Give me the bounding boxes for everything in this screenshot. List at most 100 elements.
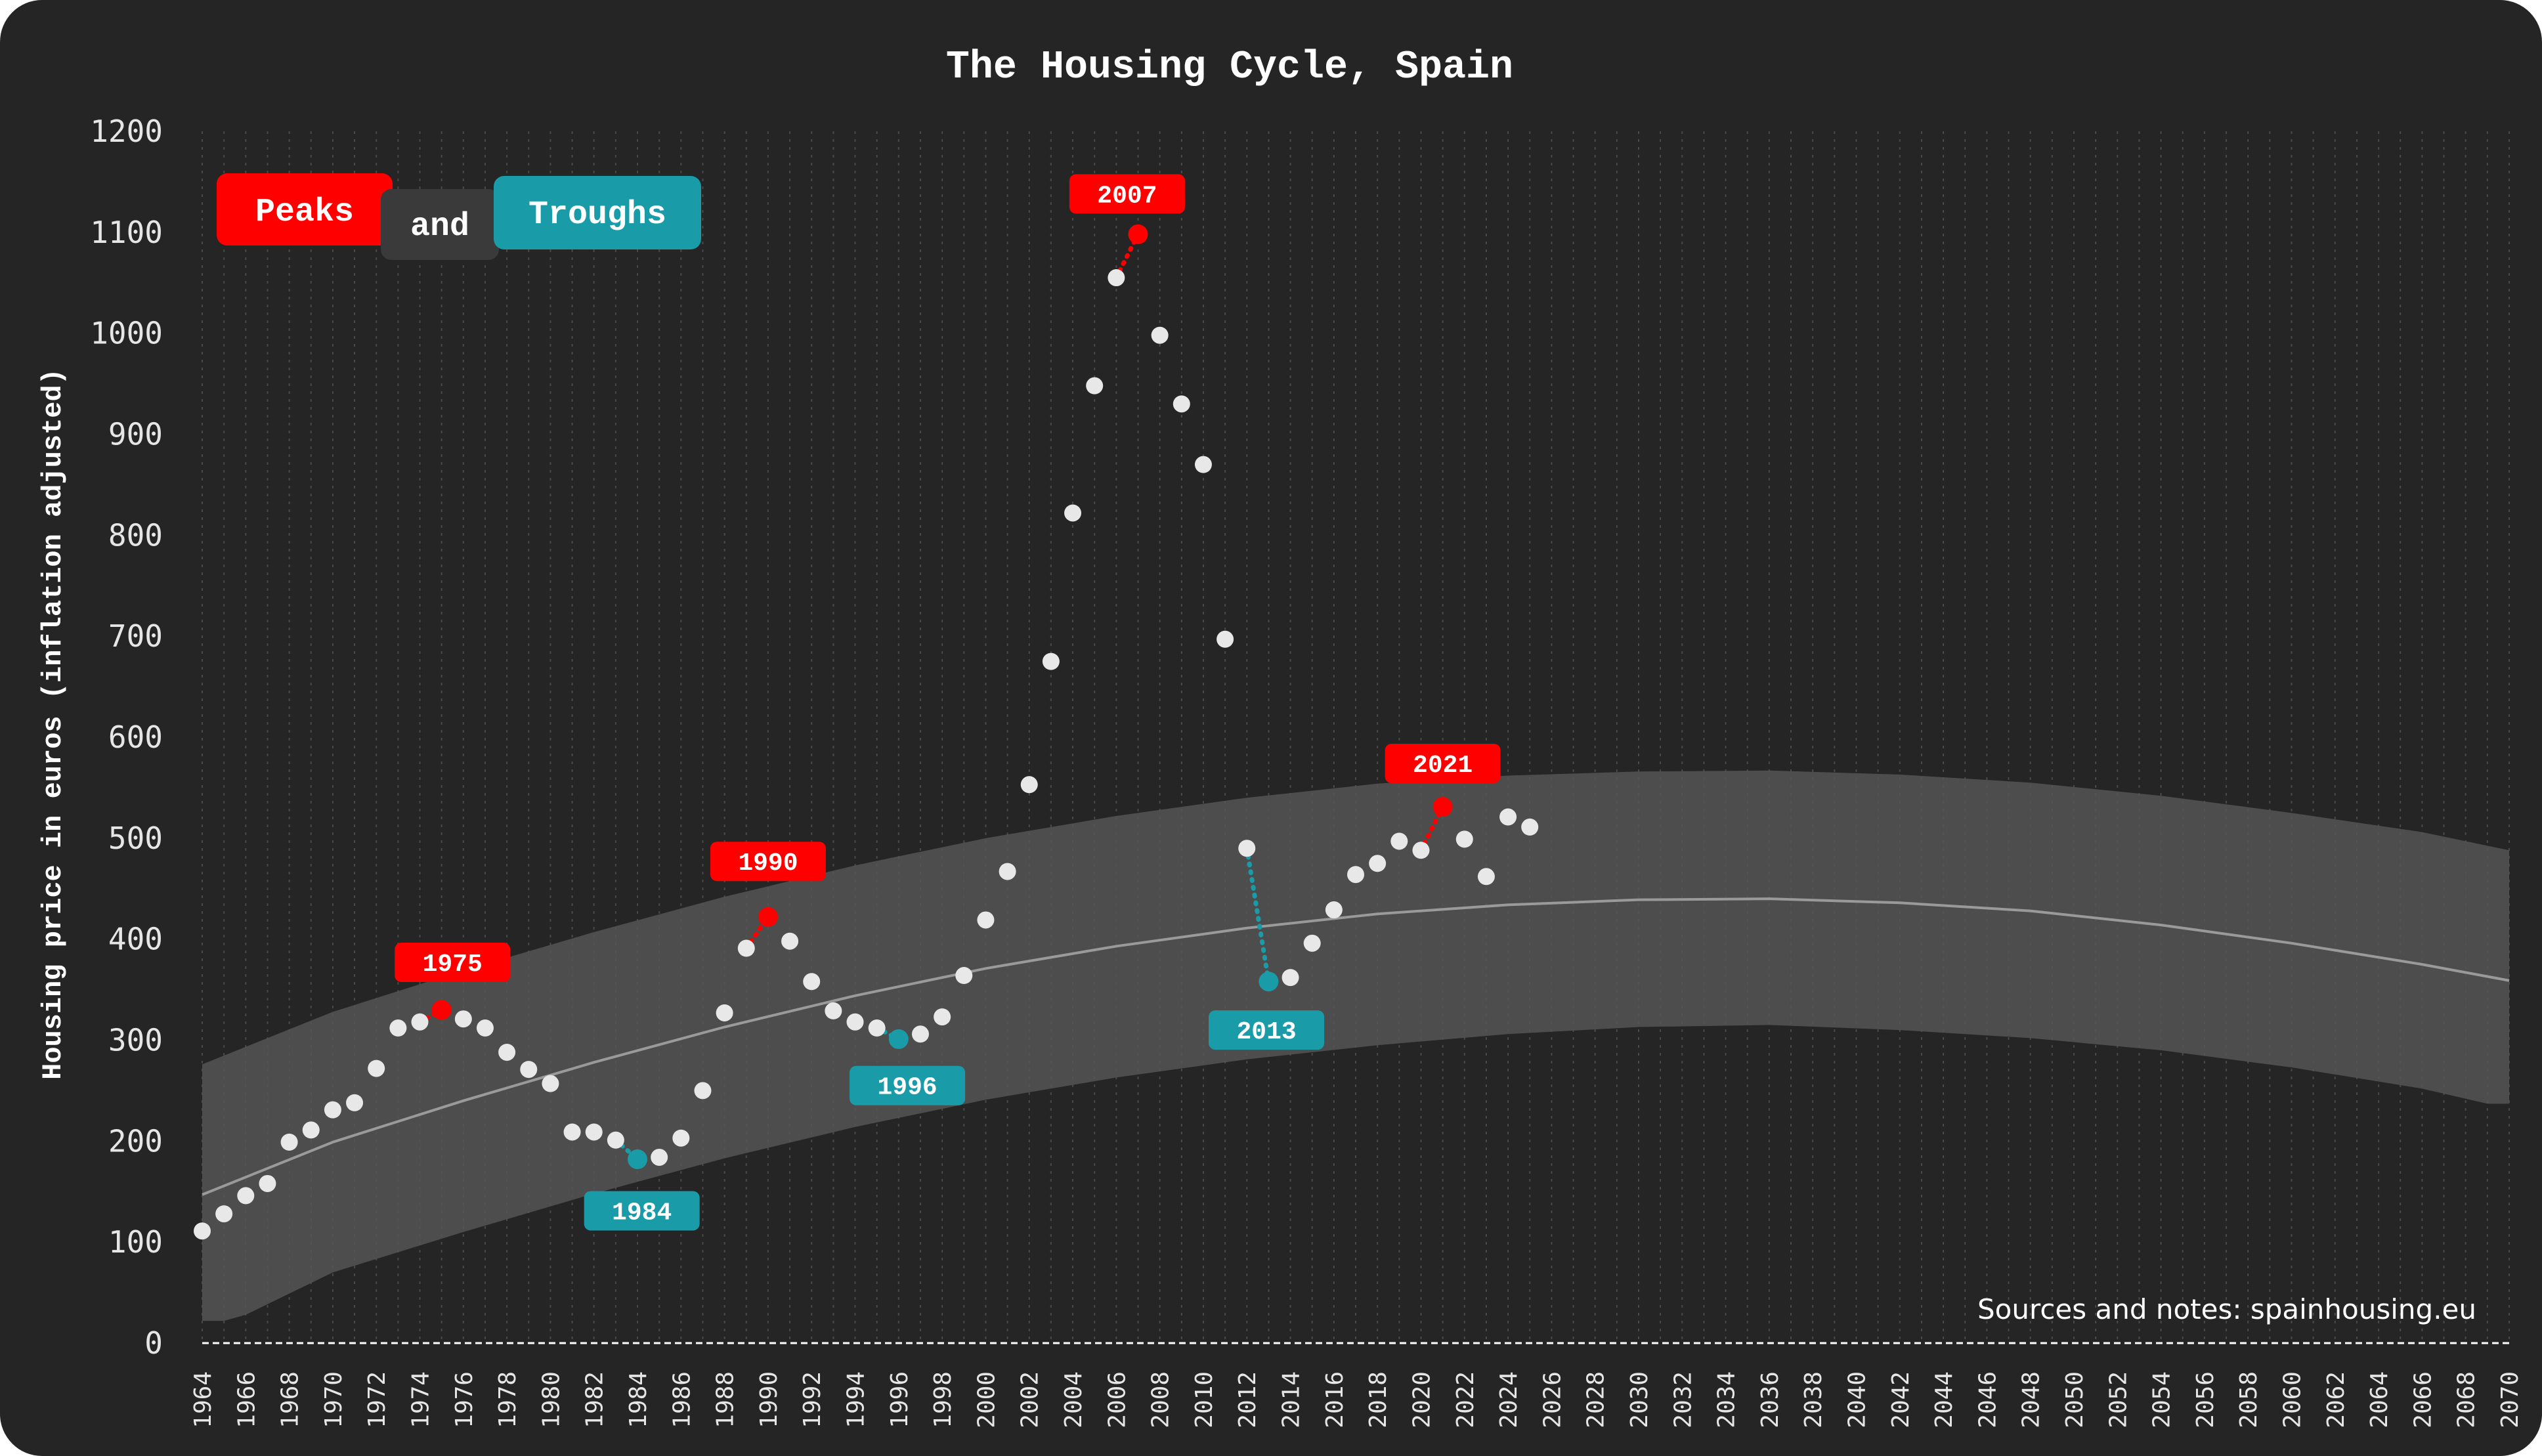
data-point-1995 [868, 1019, 886, 1037]
x-tick-label-2016: 2016 [1322, 1371, 1348, 1428]
data-point-2022 [1455, 830, 1473, 848]
confidence-band [202, 770, 2509, 1321]
x-tick-label-1992: 1992 [799, 1371, 826, 1428]
x-tick-label-1964: 1964 [190, 1371, 217, 1428]
y-tick-label-700: 700 [108, 618, 163, 654]
x-tick-label-2022: 2022 [1452, 1371, 1479, 1428]
data-point-1986 [672, 1129, 690, 1147]
data-point-1999 [955, 967, 973, 985]
y-tick-label-800: 800 [108, 517, 163, 553]
data-point-1965 [215, 1205, 233, 1223]
y-tick-label-600: 600 [108, 719, 163, 755]
data-point-2012 [1238, 840, 1256, 857]
data-point-2010 [1194, 456, 1212, 473]
data-point-1979 [520, 1061, 538, 1079]
legend-peaks-badge [217, 173, 393, 246]
trough-badge-1996 [850, 1065, 966, 1105]
trough-badge-2013 [1209, 1010, 1325, 1050]
y-tick-label-200: 200 [108, 1123, 163, 1159]
data-point-2005 [1086, 377, 1104, 395]
data-point-1970 [324, 1101, 341, 1119]
x-tick-label-2014: 2014 [1278, 1371, 1305, 1428]
x-tick-label-1996: 1996 [886, 1371, 913, 1428]
peak-point-1975 [431, 1000, 452, 1020]
x-tick-label-2008: 2008 [1148, 1371, 1174, 1428]
data-point-2017 [1347, 866, 1364, 884]
chart-title: The Housing Cycle, Spain [946, 45, 1513, 90]
data-point-1964 [194, 1222, 211, 1240]
y-tick-label-300: 300 [108, 1023, 163, 1058]
data-point-1967 [259, 1174, 276, 1192]
legend-and-badge [381, 189, 499, 260]
axes: 0 100 200 300 400 500 600 700 800 900 1000 1100 1200… [90, 114, 2524, 1428]
data-point-1985 [651, 1148, 668, 1166]
data-point-2004 [1064, 504, 1082, 522]
x-tick-label-2010: 2010 [1191, 1371, 1218, 1428]
peak-point-2021 [1433, 797, 1453, 817]
x-tick-label-2062: 2062 [2323, 1371, 2350, 1428]
trend-line [202, 897, 2510, 1196]
x-tick-label-1984: 1984 [625, 1371, 652, 1428]
peak-point-1990 [758, 907, 778, 927]
trough-point-1996 [888, 1029, 909, 1049]
x-tick-label-1988: 1988 [712, 1371, 739, 1428]
x-tick-label-1994: 1994 [843, 1371, 870, 1428]
data-point-1982 [585, 1123, 603, 1141]
peak-badge-2007 [1069, 174, 1185, 214]
data-point-1998 [934, 1008, 951, 1026]
data-point-2016 [1325, 901, 1343, 919]
x-tick-label-2026: 2026 [1539, 1371, 1566, 1428]
data-point-2003 [1042, 653, 1060, 670]
data-point-2025 [1521, 818, 1539, 836]
x-tick-label-1966: 1966 [233, 1371, 260, 1428]
data-point-1981 [563, 1123, 581, 1141]
data-point-1991 [781, 932, 799, 950]
x-tick-label-1986: 1986 [668, 1371, 695, 1428]
x-tick-label-2004: 2004 [1060, 1371, 1087, 1428]
x-tick-label-2034: 2034 [1713, 1371, 1740, 1428]
x-tick-label-2046: 2046 [1974, 1371, 2001, 1428]
x-tick-label-1998: 1998 [930, 1371, 957, 1428]
data-point-1976 [454, 1010, 472, 1028]
peak-badge-2021 [1385, 743, 1501, 783]
x-tick-label-2070: 2070 [2497, 1371, 2524, 1428]
x-tick-label-1980: 1980 [538, 1371, 565, 1428]
x-tick-label-1990: 1990 [756, 1371, 783, 1428]
peak-badge-label-1975: 1975 [423, 951, 483, 979]
data-point-1973 [389, 1019, 407, 1037]
x-tick-label-2060: 2060 [2279, 1371, 2306, 1428]
x-tick-label-1976: 1976 [451, 1371, 478, 1428]
x-tick-label-2032: 2032 [1670, 1371, 1696, 1428]
data-point-2006 [1108, 269, 1125, 287]
data-point-2009 [1173, 395, 1190, 413]
y-tick-label-400: 400 [108, 922, 163, 957]
data-point-1980 [542, 1075, 559, 1092]
legend: Peaks and Troughs [217, 173, 701, 260]
data-point-2011 [1217, 630, 1234, 648]
x-tick-label-2002: 2002 [1017, 1371, 1044, 1428]
data-point-2018 [1369, 855, 1387, 872]
data-point-1993 [825, 1002, 842, 1019]
trough-point-2013 [1259, 972, 1279, 992]
peak-badge-label-1990: 1990 [738, 849, 798, 878]
data-point-1974 [411, 1013, 429, 1031]
peak-badge-label-2021: 2021 [1413, 752, 1473, 780]
x-tick-label-1968: 1968 [277, 1371, 304, 1428]
data-point-1968 [280, 1133, 298, 1151]
y-tick-label-1000: 1000 [90, 316, 163, 351]
data-point-1966 [237, 1187, 255, 1205]
x-tick-label-2036: 2036 [1757, 1371, 1784, 1428]
data-point-1992 [803, 973, 821, 991]
x-tick-label-2042: 2042 [1887, 1371, 1914, 1428]
x-tick-label-1982: 1982 [582, 1371, 609, 1428]
trough-connector-2013 [1244, 846, 1271, 984]
y-axis-label: Housing price in euros (inflation adjust… [37, 368, 69, 1080]
y-tick-label-100: 100 [108, 1224, 163, 1260]
trough-badge-1984 [584, 1191, 700, 1231]
data-point-2002 [1020, 776, 1038, 794]
trough-point-1984 [628, 1149, 648, 1170]
y-tick-label-0: 0 [144, 1325, 163, 1361]
data-point-1987 [694, 1082, 712, 1100]
x-tick-label-2050: 2050 [2061, 1371, 2088, 1428]
x-tick-label-2048: 2048 [2018, 1371, 2045, 1428]
